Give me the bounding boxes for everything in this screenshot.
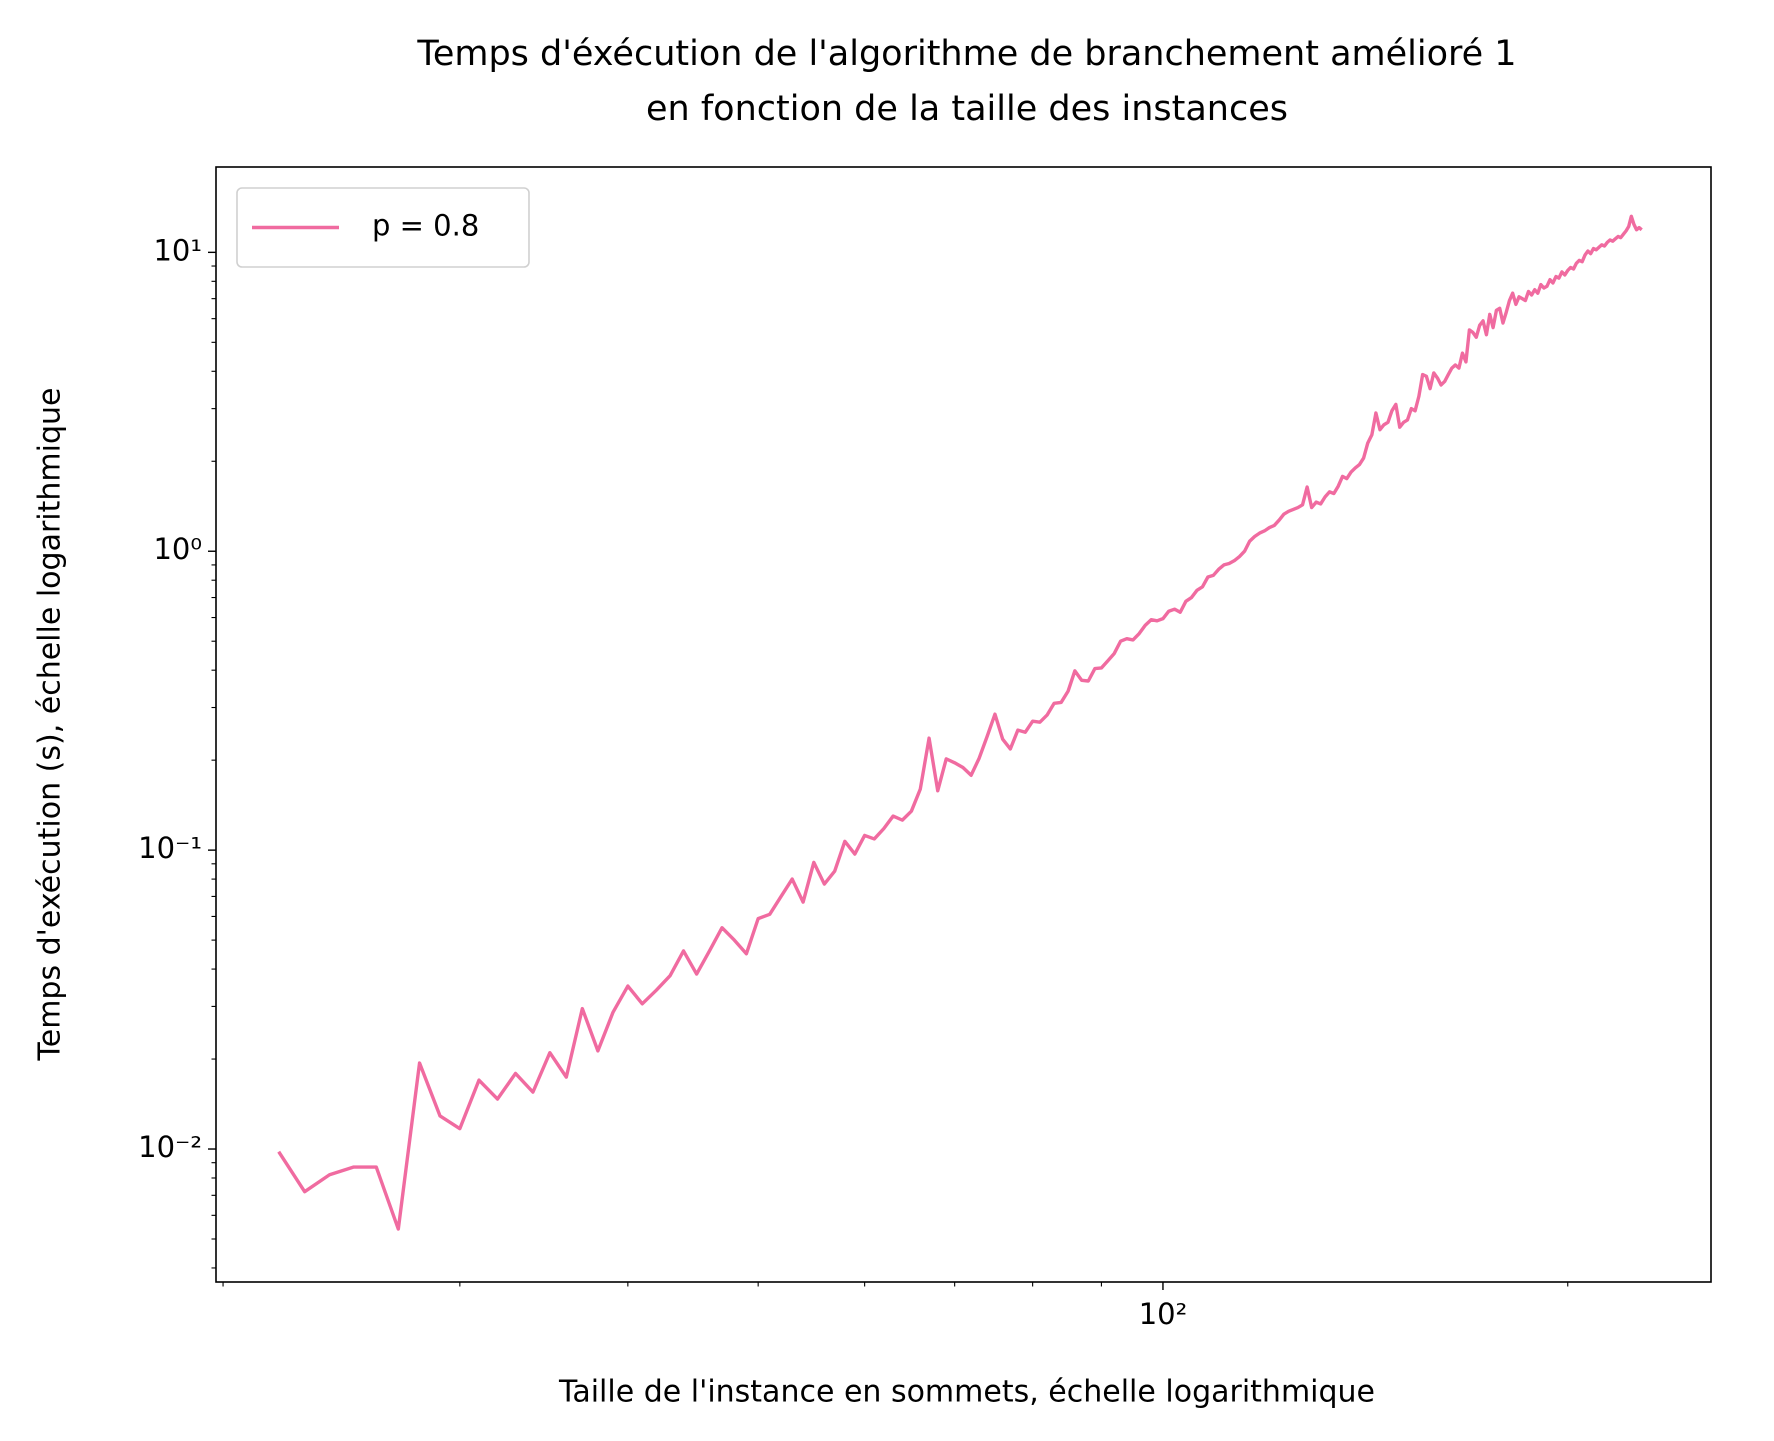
legend-label: p = 0.8 <box>372 209 479 243</box>
y-tick-label: 10¹ <box>153 233 202 267</box>
y-tick-label: 10⁻² <box>138 1130 202 1164</box>
plot-frame <box>215 166 1712 1283</box>
y-tick-label: 10⁻¹ <box>138 831 202 865</box>
x-axis-label: Taille de l'instance en sommets, échelle… <box>558 1375 1375 1410</box>
y-tick-label: 10⁰ <box>153 532 202 566</box>
chart-title: en fonction de la taille des instances <box>646 89 1288 129</box>
y-axis-label: Temps d'exécution (s), échelle logarithm… <box>33 388 68 1062</box>
legend-box <box>236 187 530 268</box>
chart-title: Temps d'éxécution de l'algorithme de bra… <box>416 34 1516 74</box>
x-tick-label: 10² <box>1139 1297 1188 1331</box>
data-line <box>277 214 1643 1231</box>
